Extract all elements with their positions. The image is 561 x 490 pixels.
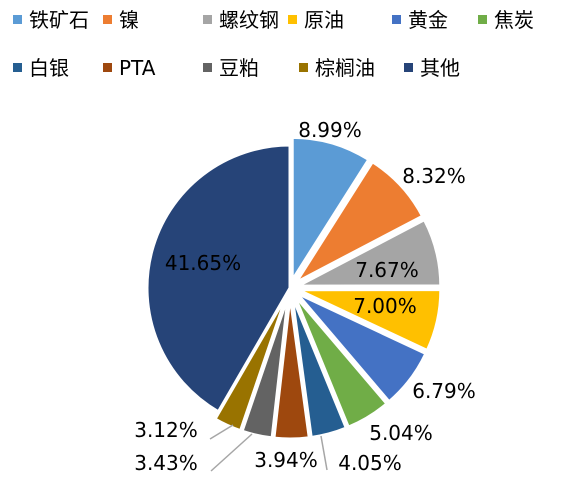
leader-line-8 (210, 433, 253, 472)
legend-item-1: 镍 (103, 8, 139, 32)
legend-item-7: PTA (103, 56, 156, 80)
data-label-6: 4.05% (338, 451, 402, 475)
legend-swatch (203, 63, 212, 72)
data-label-8: 3.43% (134, 451, 198, 475)
data-label-5: 5.04% (369, 421, 433, 445)
slice-7 (272, 294, 311, 441)
slice-9 (213, 293, 289, 433)
slice-6 (290, 294, 348, 439)
leader-line-9 (209, 424, 234, 440)
data-label-4: 6.79% (412, 379, 476, 403)
legend-swatch (13, 15, 22, 24)
legend-swatch (103, 15, 112, 24)
pie-slices (145, 135, 443, 441)
data-label-3: 7.00% (353, 294, 417, 318)
leader-lines (209, 424, 328, 472)
legend-label: 豆粕 (219, 56, 259, 80)
slice-4 (294, 291, 428, 404)
legend-label: 焦炭 (494, 8, 534, 32)
slice-10 (145, 143, 292, 414)
legend-swatch (478, 15, 487, 24)
data-label-0: 8.99% (298, 118, 362, 142)
data-label-9: 3.12% (134, 418, 198, 442)
legend-swatch (203, 15, 212, 24)
data-label-1: 8.32% (402, 164, 466, 188)
legend-label: 铁矿石 (29, 8, 89, 32)
legend-item-4: 黄金 (392, 8, 448, 32)
legend-label: 镍 (119, 8, 139, 32)
legend-swatch (13, 63, 22, 72)
slice-8 (240, 294, 290, 440)
data-label-10: 41.65% (165, 251, 241, 275)
legend-label: 螺纹钢 (219, 8, 279, 32)
slice-0 (290, 135, 371, 282)
legend-label: 棕榈油 (315, 56, 375, 80)
slice-1 (294, 160, 425, 285)
legend-item-5: 焦炭 (478, 8, 534, 32)
legend-label: 原油 (304, 8, 344, 32)
legend-swatch (404, 63, 413, 72)
legend-label: 黄金 (408, 8, 448, 32)
legend-label: 白银 (29, 56, 69, 80)
legend-item-6: 白银 (13, 56, 69, 80)
legend-label: 其他 (420, 56, 460, 80)
legend-swatch (299, 63, 308, 72)
data-label-7: 3.94% (254, 448, 318, 472)
legend-item-3: 原油 (288, 8, 344, 32)
legend-item-10: 其他 (404, 56, 460, 80)
legend-swatch (103, 63, 112, 72)
slice-5 (292, 293, 389, 429)
leader-line-6 (320, 435, 328, 471)
data-label-2: 7.67% (355, 258, 419, 282)
data-labels: 8.99% 8.32% 7.67% 7.00% 6.79% 5.04% 4.05% 3.94%… (134, 118, 476, 475)
legend-item-9: 棕榈油 (299, 56, 375, 80)
legend-swatch (392, 15, 401, 24)
legend-item-2: 螺纹钢 (203, 8, 279, 32)
legend-label: PTA (119, 56, 156, 80)
legend-item-0: 铁矿石 (13, 8, 89, 32)
legend-swatch (288, 15, 297, 24)
slice-3 (296, 288, 443, 352)
slice-2 (296, 218, 443, 288)
legend-item-8: 豆粕 (203, 56, 259, 80)
